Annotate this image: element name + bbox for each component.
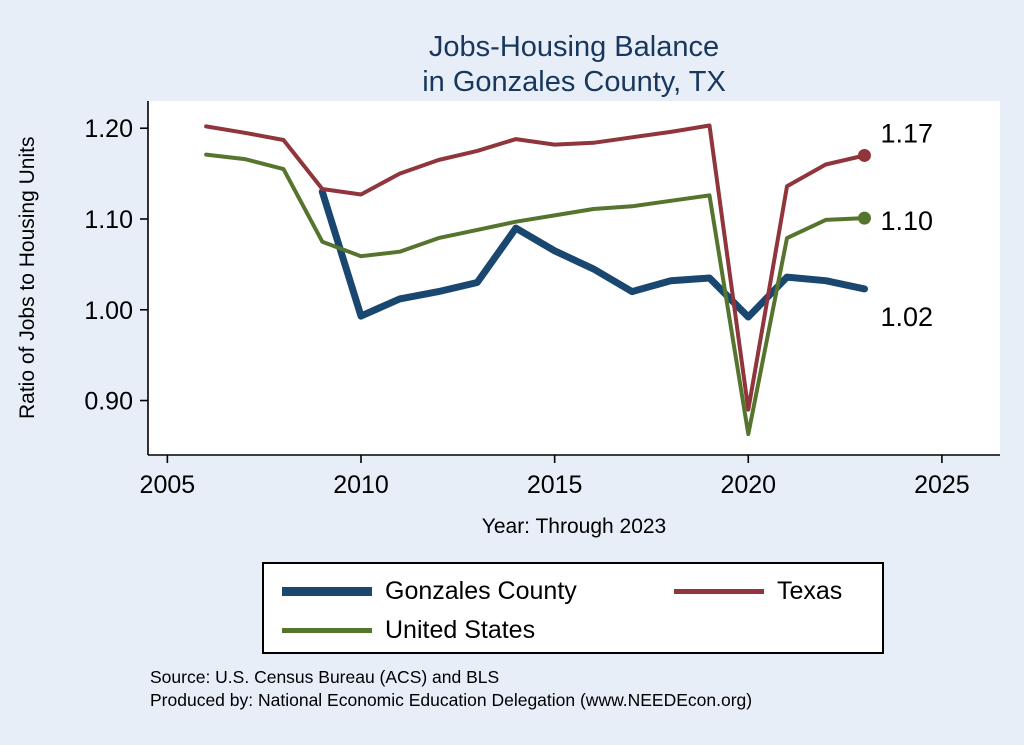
series-line-gonzales-county — [318, 188, 868, 321]
legend-swatch-gonzales-county — [282, 587, 372, 596]
x-tick-label: 2020 — [720, 471, 776, 499]
series-end-label-texas: 1.17 — [880, 118, 933, 148]
series-end-dot-united-states — [857, 211, 871, 225]
legend-swatch-united-states — [282, 628, 372, 633]
series-line-texas — [204, 123, 867, 412]
series-end-label-united-states: 1.10 — [880, 206, 933, 236]
chart-title-line1: Jobs-Housing Balance — [428, 31, 720, 63]
legend-item-united-states: United States — [282, 616, 674, 645]
legend-label-united-states: United States — [385, 616, 536, 644]
series-line-united-states — [204, 152, 867, 437]
legend: Gonzales County Texas United States — [262, 562, 884, 654]
x-axis-label: Year: Through 2023 — [481, 515, 667, 538]
series-end-dot-texas — [857, 148, 871, 162]
legend-label-gonzales-county: Gonzales County — [385, 577, 577, 605]
x-tick-label: 2005 — [140, 471, 196, 499]
x-tick-label: 2025 — [914, 471, 970, 499]
series-end-label-gonzales-county: 1.02 — [880, 302, 933, 332]
legend-item-gonzales-county: Gonzales County — [282, 577, 674, 606]
x-tick-label: 2010 — [333, 471, 389, 499]
source-line: Source: U.S. Census Bureau (ACS) and BLS — [150, 667, 500, 687]
source-block: Source: U.S. Census Bureau (ACS) and BLS… — [150, 666, 752, 712]
legend-label-texas: Texas — [777, 577, 843, 605]
plot-area — [148, 101, 1000, 455]
produced-by-line: Produced by: National Economic Education… — [150, 689, 753, 710]
chart-title-line2: in Gonzales County, TX — [422, 66, 726, 99]
legend-swatch-texas — [674, 589, 764, 594]
chart-title: Jobs-Housing Balance in Gonzales County,… — [148, 30, 1000, 101]
x-tick-label: 2015 — [527, 471, 583, 499]
legend-item-texas: Texas — [674, 577, 882, 606]
y-tick-label: 0.90 — [84, 388, 133, 416]
plot-svg: 0.90 1.00 1.10 1.20 2005 2010 2015 2020 2025 1.02… — [84, 101, 1000, 499]
y-tick-label: 1.20 — [84, 115, 133, 143]
y-tick-label: 1.00 — [84, 297, 133, 325]
y-tick-label: 1.10 — [84, 206, 133, 234]
